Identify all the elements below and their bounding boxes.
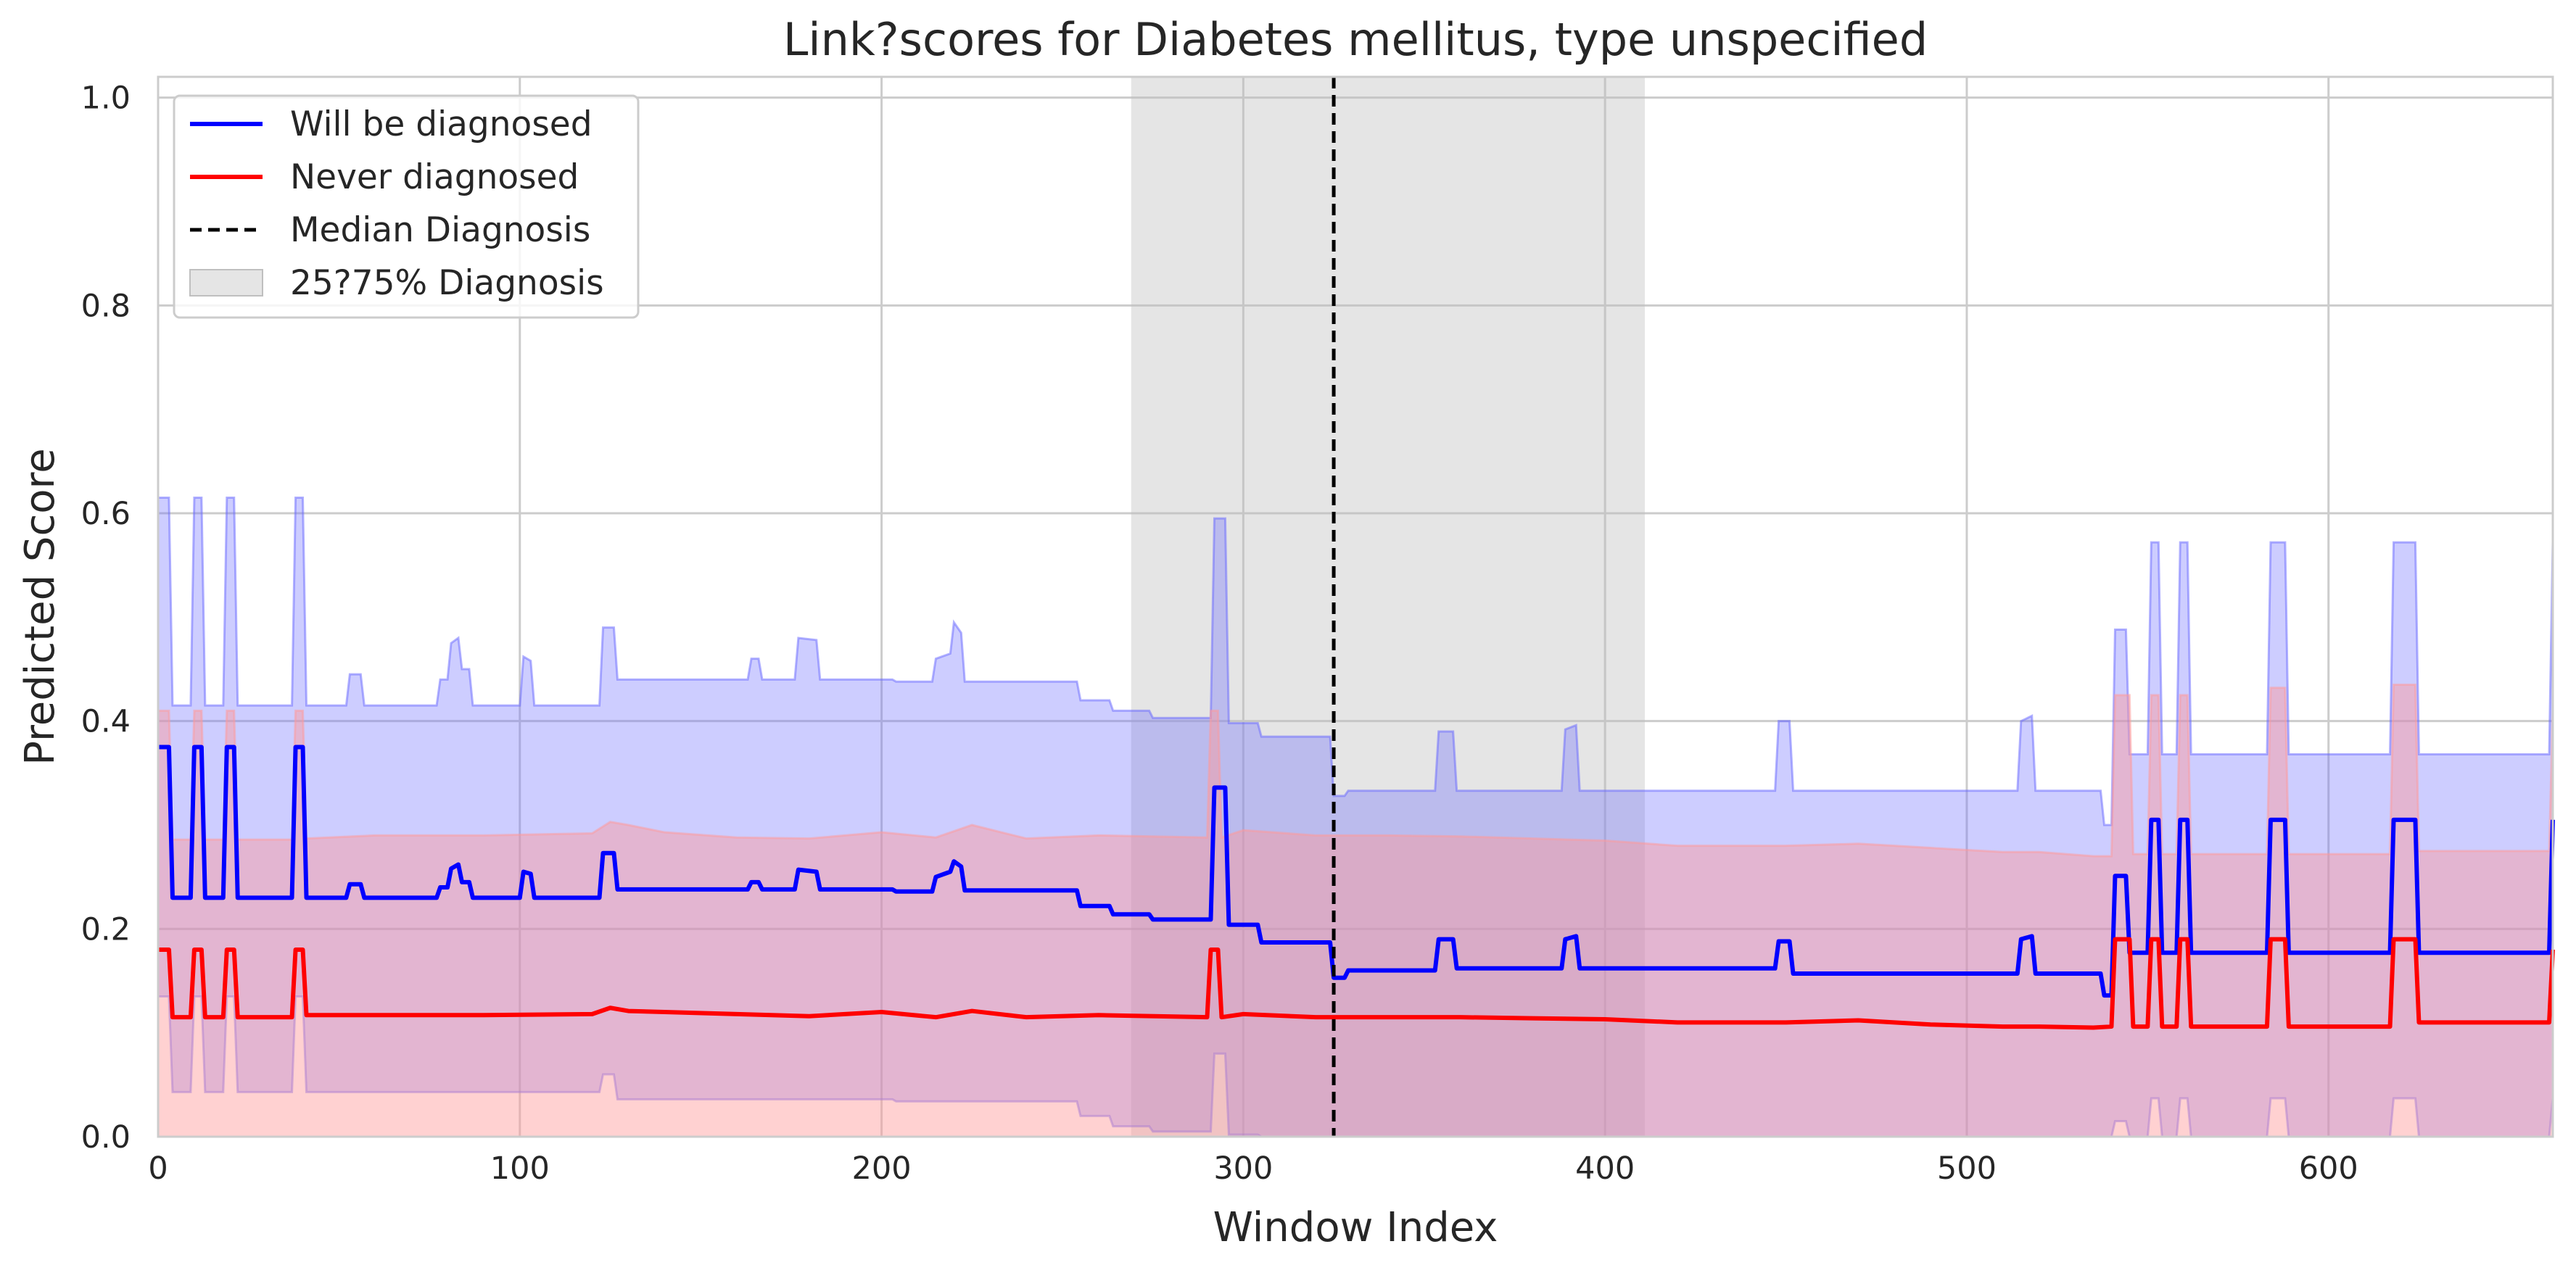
chart-title: Link?scores for Diabetes mellitus, type … [783,13,1928,66]
line-never-diagnosed [158,937,2555,1030]
x-tick-label: 300 [1213,1150,1273,1187]
plot-frame [157,75,2554,1138]
x-tick-label: 600 [2299,1150,2358,1187]
y-tick-label: 0.8 [81,288,131,324]
legend-label-never: Never diagnosed [290,157,579,197]
y-axis-label: Predicted Score [17,448,64,766]
y-tick-label: 0.6 [81,496,131,532]
x-tick-label: 0 [148,1150,168,1187]
legend-label-iqr: 25?75% Diagnosis [290,263,604,303]
line-layer [158,745,2555,1030]
legend-label-diagnosed: Will be diagnosed [290,104,593,144]
x-tick-label: 400 [1575,1150,1635,1187]
x-axis-label: Window Index [1213,1204,1498,1251]
tick-labels: 0 100 200 300 400 500 600 0.0 0.2 0.4 0.6 0.8 1.0 [81,80,2358,1187]
y-tick-label: 0.2 [81,911,131,948]
y-tick-label: 1.0 [81,80,131,117]
x-tick-label: 200 [852,1150,912,1187]
x-tick-label: 500 [1937,1150,1997,1187]
legend-label-median: Median Diagnosis [290,210,590,250]
legend-box [173,94,640,319]
legend: Will be diagnosed Never diagnosed Median… [173,94,640,319]
y-tick-label: 0.4 [81,704,131,740]
x-tick-label: 100 [490,1150,550,1187]
legend-swatch-iqr [189,269,263,297]
y-tick-label: 0.0 [81,1119,131,1156]
